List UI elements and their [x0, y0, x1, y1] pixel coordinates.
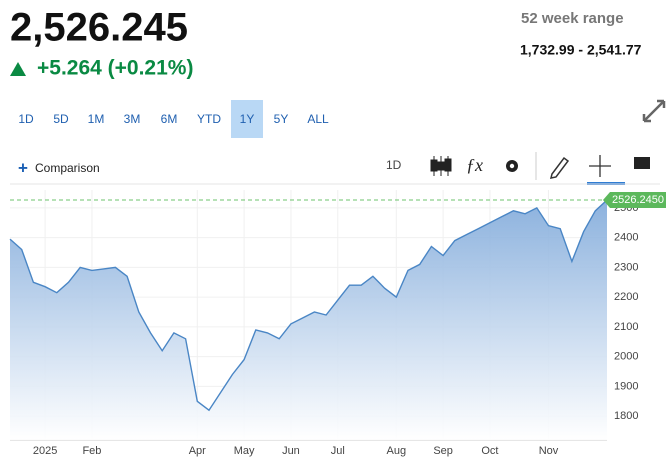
line [9, 199, 608, 412]
last-value-label: 2526.2450 [612, 194, 664, 206]
comparison-button[interactable]: Comparison [35, 161, 100, 175]
up-arrow [10, 62, 26, 76]
range-button[interactable]: 5D [53, 112, 69, 126]
x-tick-label: Feb [82, 445, 101, 457]
x-tick-label: May [234, 445, 255, 457]
x-tick-label: Nov [539, 445, 559, 457]
x-tick-label: Jul [331, 445, 345, 457]
price: 2,526.245 [10, 6, 188, 50]
range-selected-bg [231, 100, 263, 138]
y-tick-label: 2100 [614, 321, 638, 333]
y-tick-label: 1900 [614, 380, 638, 392]
draw-icon[interactable] [549, 156, 570, 179]
last-value-tag [603, 192, 666, 209]
crosshair-icon[interactable] [589, 155, 611, 177]
y-tick-label: 2200 [614, 291, 638, 303]
range-button[interactable]: 3M [124, 112, 141, 126]
range-values: 1,732.99 - 2,541.77 [520, 42, 642, 58]
range-button[interactable]: 6M [161, 112, 178, 126]
expand-icon[interactable] [642, 99, 666, 123]
x-tick-label: Apr [189, 445, 206, 457]
y-tick-label: 2300 [614, 261, 638, 273]
range-button[interactable]: ALL [307, 112, 329, 126]
range-title: 52 week range [521, 10, 624, 27]
range-button[interactable]: 1Y [240, 112, 255, 126]
plot: 180019002000210022002300240025002025FebA… [9, 190, 666, 457]
settings-icon-hole [509, 163, 515, 169]
range-button[interactable]: YTD [197, 112, 221, 126]
range-button[interactable]: 1M [88, 112, 105, 126]
indicator-icon[interactable]: ƒx [466, 155, 483, 175]
x-tick-label: Oct [481, 445, 498, 457]
comment-icon[interactable] [634, 157, 650, 169]
plus-icon[interactable]: + [18, 158, 28, 177]
candle-icon[interactable] [430, 156, 452, 176]
x-tick-label: Aug [387, 445, 407, 457]
range-buttons: 1D 5D 1M 3M 6M YTD 1Y 5Y ALL [18, 100, 329, 138]
y-tick-label: 2400 [614, 232, 638, 244]
x-tick-label: 2025 [33, 445, 57, 457]
price-change: +5.264 (+0.21%) [37, 57, 193, 80]
interval-button[interactable]: 1D [386, 158, 402, 172]
x-tick-label: Jun [282, 445, 300, 457]
range-button[interactable]: 1D [18, 112, 34, 126]
y-tick-label: 1800 [614, 410, 638, 422]
x-tick-label: Sep [433, 445, 453, 457]
y-tick-label: 2000 [614, 351, 638, 363]
area [10, 200, 607, 440]
range-button[interactable]: 5Y [274, 112, 289, 126]
